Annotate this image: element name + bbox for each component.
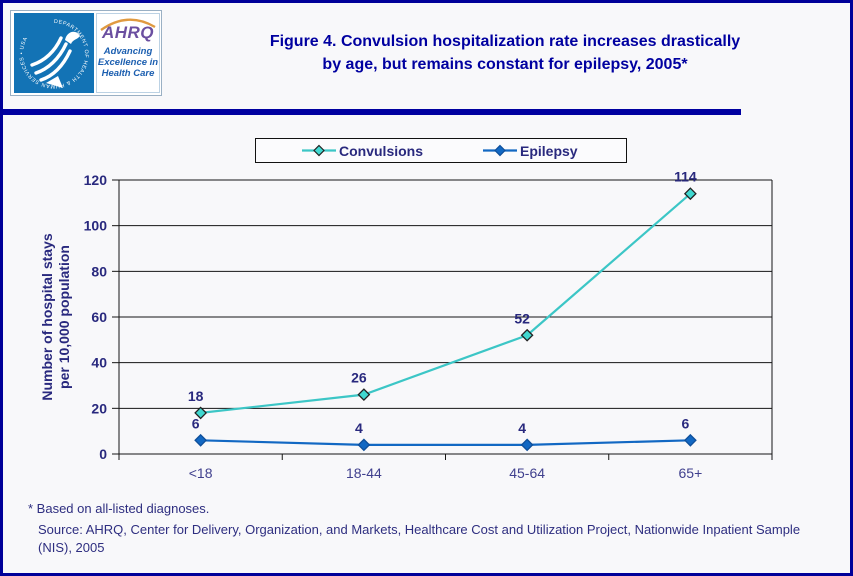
- ahrq-tagline-line3: Health Care: [101, 68, 155, 79]
- data-label: 26: [351, 370, 367, 386]
- series-line-epilepsy: [200, 439, 691, 446]
- ahrq-tagline-line1: Advancing: [103, 46, 153, 57]
- legend-item-convulsions: Convulsions: [302, 143, 423, 159]
- line-chart: 0 20 40 60 80 100 120 <18 18-44 45-64 65+ Number of…: [39, 169, 773, 481]
- data-point-marker: [683, 187, 697, 201]
- hhs-seal: DEPARTMENT OF HEALTH & HUMAN SERVICES • …: [14, 13, 94, 93]
- y-tick-label: 100: [84, 218, 108, 234]
- x-tick-label: 18-44: [346, 465, 382, 481]
- y-axis-title: Number of hospital staysper 10,000 popul…: [39, 233, 72, 400]
- y-tick-label: 40: [91, 355, 107, 371]
- data-point-marker: [357, 438, 371, 452]
- figure-title-line2: by age, but remains constant for epileps…: [322, 56, 688, 73]
- data-label: 18: [188, 388, 204, 404]
- convulsions-line-marker-icon: [302, 144, 336, 157]
- data-point-marker: [194, 406, 208, 420]
- ahrq-tagline: Advancing Excellence in Health Care: [98, 46, 158, 79]
- x-tick-label: 45-64: [509, 465, 545, 481]
- data-label: 4: [355, 420, 363, 436]
- data-label: 4: [518, 420, 526, 436]
- data-label: 52: [514, 310, 530, 326]
- source-line2: (NIS), 2005: [38, 540, 105, 555]
- series-line-convulsions: [200, 192, 692, 414]
- chart-legend: Convulsions Epilepsy: [255, 138, 627, 163]
- source-line1: Source: AHRQ, Center for Delivery, Organ…: [38, 522, 801, 537]
- legend-item-epilepsy: Epilepsy: [483, 143, 578, 159]
- ahrq-logo: DEPARTMENT OF HEALTH & HUMAN SERVICES • …: [10, 10, 162, 96]
- y-tick-label: 120: [84, 172, 108, 188]
- header-divider: [3, 109, 741, 115]
- ahrq-acronym: AHRQ: [101, 23, 155, 42]
- legend-label-epilepsy: Epilepsy: [520, 142, 578, 159]
- data-label: 114: [674, 169, 697, 185]
- data-point-marker: [520, 438, 534, 452]
- x-tick-label: 65+: [679, 465, 703, 481]
- ahrq-tagline-line2: Excellence in: [97, 57, 159, 68]
- data-label: 6: [681, 415, 689, 431]
- y-tick-label: 80: [91, 263, 107, 279]
- legend-label-convulsions: Convulsions: [339, 142, 424, 159]
- epilepsy-line-marker-icon: [483, 144, 518, 157]
- ahrq-arc-icon: [100, 18, 156, 31]
- data-point-marker: [194, 433, 208, 447]
- y-tick-label: 60: [91, 309, 107, 325]
- ahrq-wordmark-panel: AHRQ Advancing Excellence in Health Care: [96, 13, 160, 93]
- figure-title-line1: Figure 4. Convulsion hospitalization rat…: [269, 33, 741, 50]
- footnote: * Based on all-listed diagnoses.: [28, 501, 210, 516]
- data-point-marker: [357, 388, 371, 402]
- figure-title: Figure 4. Convulsion hospitalization rat…: [168, 30, 842, 76]
- source-citation: Source: AHRQ, Center for Delivery, Organ…: [38, 521, 832, 557]
- x-tick-label: <18: [189, 465, 213, 481]
- y-tick-label: 0: [99, 446, 107, 462]
- data-label: 6: [192, 415, 200, 431]
- y-tick-label: 20: [91, 400, 107, 416]
- data-point-marker: [520, 328, 534, 342]
- data-point-marker: [683, 433, 697, 447]
- hhs-eagle-icon: DEPARTMENT OF HEALTH & HUMAN SERVICES • …: [19, 19, 89, 89]
